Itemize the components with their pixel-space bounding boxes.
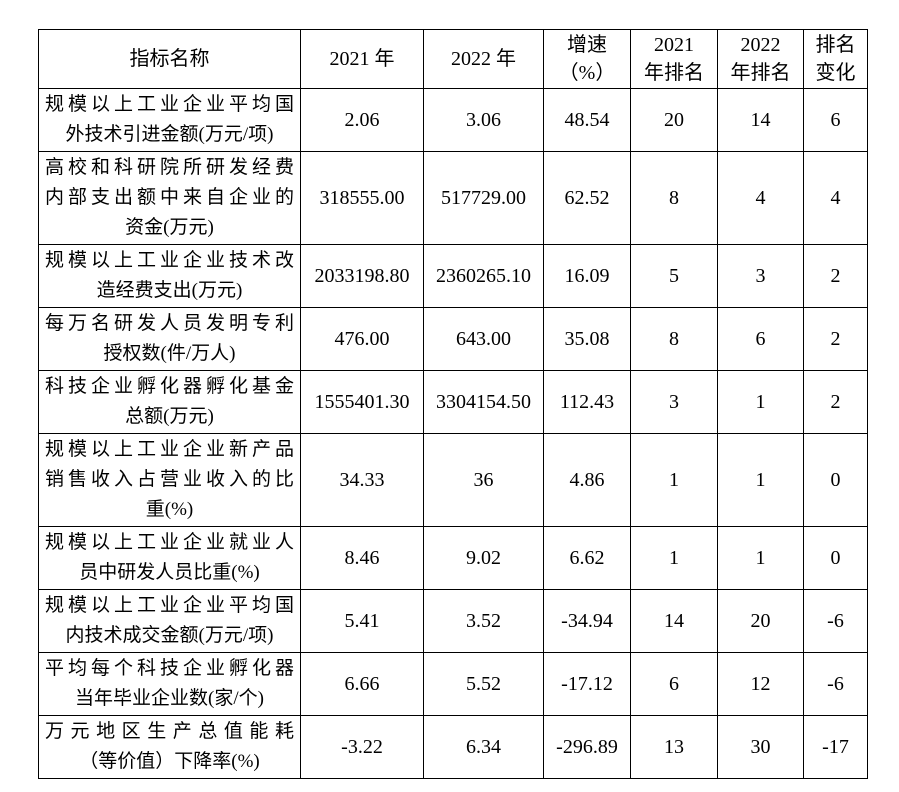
value-2021-cell: 476.00 bbox=[300, 307, 424, 371]
value-2022-cell: 2360265.10 bbox=[423, 244, 544, 308]
rank-2022-cell: 3 bbox=[717, 244, 804, 308]
rank-change-cell: -17 bbox=[803, 715, 868, 779]
rank-2022-cell: 1 bbox=[717, 370, 804, 434]
rank-2021-cell: 8 bbox=[630, 307, 718, 371]
value-2022-cell: 5.52 bbox=[423, 652, 544, 716]
indicator-name-cell: 规模以上工业企业技术改 造经费支出(万元) bbox=[38, 244, 301, 308]
value-2022-cell: 3.06 bbox=[423, 88, 544, 152]
rank-2022-cell: 6 bbox=[717, 307, 804, 371]
header-row: 指标名称 2021 年 2022 年 增速 （%） 2021 年排名 2022 年排名… bbox=[38, 29, 868, 89]
indicator-name-cell: 高校和科研院所研发经费 内部支出额中来自企业的 资金(万元) bbox=[38, 151, 301, 245]
rank-change-cell: -6 bbox=[803, 589, 868, 653]
rank-2021-cell: 1 bbox=[630, 526, 718, 590]
rank-2021-cell: 8 bbox=[630, 151, 718, 245]
growth-cell: -296.89 bbox=[543, 715, 631, 779]
indicator-name-cell: 平均每个科技企业孵化器 当年毕业企业数(家/个) bbox=[38, 652, 301, 716]
table-row: 规模以上工业企业新产品 销售收入占营业收入的比 重(%) 34.33 36 4.86… bbox=[38, 433, 868, 527]
rank-change-cell: 4 bbox=[803, 151, 868, 245]
rank-2022-cell: 14 bbox=[717, 88, 804, 152]
value-2022-cell: 643.00 bbox=[423, 307, 544, 371]
rank-2021-cell: 6 bbox=[630, 652, 718, 716]
indicator-name-cell: 规模以上工业企业新产品 销售收入占营业收入的比 重(%) bbox=[38, 433, 301, 527]
header-rank-2022: 2022 年排名 bbox=[717, 29, 804, 89]
rank-change-cell: 2 bbox=[803, 307, 868, 371]
indicator-name-cell: 科技企业孵化器孵化基金 总额(万元) bbox=[38, 370, 301, 434]
header-rank-2021: 2021 年排名 bbox=[630, 29, 718, 89]
table-row: 规模以上工业企业平均国 外技术引进金额(万元/项) 2.06 3.06 48.54… bbox=[38, 88, 868, 152]
growth-cell: 112.43 bbox=[543, 370, 631, 434]
rank-2021-cell: 1 bbox=[630, 433, 718, 527]
indicator-name-cell: 每万名研发人员发明专利 授权数(件/万人) bbox=[38, 307, 301, 371]
header-growth-rate: 增速 （%） bbox=[543, 29, 631, 89]
table-row: 每万名研发人员发明专利 授权数(件/万人) 476.00 643.00 35.08… bbox=[38, 307, 868, 371]
value-2021-cell: 2.06 bbox=[300, 88, 424, 152]
rank-2021-cell: 20 bbox=[630, 88, 718, 152]
rank-2021-cell: 13 bbox=[630, 715, 718, 779]
rank-2021-cell: 3 bbox=[630, 370, 718, 434]
indicator-table: 指标名称 2021 年 2022 年 增速 （%） 2021 年排名 2022 年排名… bbox=[38, 29, 868, 779]
rank-change-cell: 2 bbox=[803, 370, 868, 434]
header-rank-change: 排名 变化 bbox=[803, 29, 868, 89]
rank-change-cell: 6 bbox=[803, 88, 868, 152]
rank-2022-cell: 12 bbox=[717, 652, 804, 716]
rank-2022-cell: 1 bbox=[717, 433, 804, 527]
indicator-name-cell: 规模以上工业企业平均国 内技术成交金额(万元/项) bbox=[38, 589, 301, 653]
table-row: 规模以上工业企业技术改 造经费支出(万元) 2033198.80 2360265.… bbox=[38, 244, 868, 308]
value-2022-cell: 9.02 bbox=[423, 526, 544, 590]
value-2021-cell: -3.22 bbox=[300, 715, 424, 779]
growth-cell: 35.08 bbox=[543, 307, 631, 371]
table-row: 高校和科研院所研发经费 内部支出额中来自企业的 资金(万元) 318555.00 5… bbox=[38, 151, 868, 245]
growth-cell: 4.86 bbox=[543, 433, 631, 527]
header-year-2022: 2022 年 bbox=[423, 29, 544, 89]
growth-cell: 62.52 bbox=[543, 151, 631, 245]
growth-cell: -17.12 bbox=[543, 652, 631, 716]
rank-2022-cell: 4 bbox=[717, 151, 804, 245]
table-row: 规模以上工业企业平均国 内技术成交金额(万元/项) 5.41 3.52 -34.9… bbox=[38, 589, 868, 653]
rank-2021-cell: 5 bbox=[630, 244, 718, 308]
value-2021-cell: 2033198.80 bbox=[300, 244, 424, 308]
rank-change-cell: 0 bbox=[803, 526, 868, 590]
growth-cell: 16.09 bbox=[543, 244, 631, 308]
table-row: 规模以上工业企业就业人 员中研发人员比重(%) 8.46 9.02 6.62 1 … bbox=[38, 526, 868, 590]
rank-change-cell: 2 bbox=[803, 244, 868, 308]
growth-cell: 6.62 bbox=[543, 526, 631, 590]
value-2022-cell: 3304154.50 bbox=[423, 370, 544, 434]
value-2021-cell: 8.46 bbox=[300, 526, 424, 590]
indicator-name-cell: 规模以上工业企业就业人 员中研发人员比重(%) bbox=[38, 526, 301, 590]
growth-cell: 48.54 bbox=[543, 88, 631, 152]
rank-2022-cell: 1 bbox=[717, 526, 804, 590]
indicator-name-cell: 规模以上工业企业平均国 外技术引进金额(万元/项) bbox=[38, 88, 301, 152]
value-2021-cell: 1555401.30 bbox=[300, 370, 424, 434]
value-2022-cell: 36 bbox=[423, 433, 544, 527]
table-row: 万元地区生产总值能耗 （等价值）下降率(%) -3.22 6.34 -296.89… bbox=[38, 715, 868, 779]
value-2022-cell: 3.52 bbox=[423, 589, 544, 653]
table-row: 科技企业孵化器孵化基金 总额(万元) 1555401.30 3304154.50 … bbox=[38, 370, 868, 434]
rank-change-cell: -6 bbox=[803, 652, 868, 716]
rank-change-cell: 0 bbox=[803, 433, 868, 527]
value-2022-cell: 6.34 bbox=[423, 715, 544, 779]
growth-cell: -34.94 bbox=[543, 589, 631, 653]
value-2021-cell: 6.66 bbox=[300, 652, 424, 716]
table-row: 平均每个科技企业孵化器 当年毕业企业数(家/个) 6.66 5.52 -17.12… bbox=[38, 652, 868, 716]
value-2022-cell: 517729.00 bbox=[423, 151, 544, 245]
value-2021-cell: 5.41 bbox=[300, 589, 424, 653]
header-year-2021: 2021 年 bbox=[300, 29, 424, 89]
rank-2022-cell: 30 bbox=[717, 715, 804, 779]
header-indicator-name: 指标名称 bbox=[38, 29, 301, 89]
rank-2022-cell: 20 bbox=[717, 589, 804, 653]
value-2021-cell: 318555.00 bbox=[300, 151, 424, 245]
rank-2021-cell: 14 bbox=[630, 589, 718, 653]
indicator-name-cell: 万元地区生产总值能耗 （等价值）下降率(%) bbox=[38, 715, 301, 779]
value-2021-cell: 34.33 bbox=[300, 433, 424, 527]
